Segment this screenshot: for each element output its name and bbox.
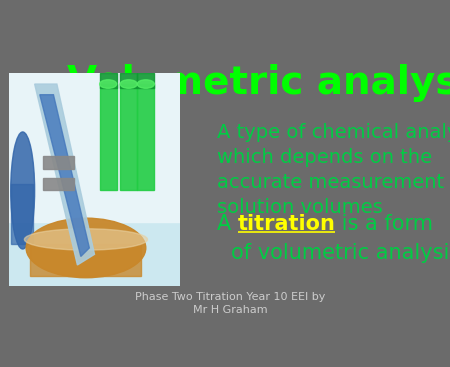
Ellipse shape: [26, 218, 146, 278]
Bar: [43, 156, 74, 169]
Text: is a form: is a form: [335, 214, 433, 233]
Text: titration: titration: [238, 214, 335, 233]
Text: of volumetric analysis: of volumetric analysis: [230, 243, 450, 263]
Bar: [120, 73, 137, 88]
Text: A type of chemical analysis
which depends on the
accurate measurement of
solutio: A type of chemical analysis which depend…: [217, 123, 450, 217]
Ellipse shape: [99, 80, 117, 88]
Bar: [11, 184, 33, 244]
Ellipse shape: [137, 80, 154, 88]
Polygon shape: [40, 95, 90, 257]
Text: A: A: [217, 214, 238, 233]
Bar: [137, 84, 154, 190]
Polygon shape: [35, 84, 94, 265]
Ellipse shape: [24, 229, 148, 250]
Text: Phase Two Titration Year 10 EEI by
Mr H Graham: Phase Two Titration Year 10 EEI by Mr H …: [135, 292, 326, 315]
Bar: [137, 73, 154, 88]
Bar: [99, 73, 117, 88]
Ellipse shape: [11, 132, 35, 249]
Bar: [9, 73, 180, 222]
Text: Volumetric analysis is;: Volumetric analysis is;: [67, 64, 450, 102]
Bar: [99, 84, 117, 190]
Bar: [30, 244, 141, 276]
Ellipse shape: [120, 80, 137, 88]
Bar: [43, 178, 74, 190]
Bar: [120, 84, 137, 190]
